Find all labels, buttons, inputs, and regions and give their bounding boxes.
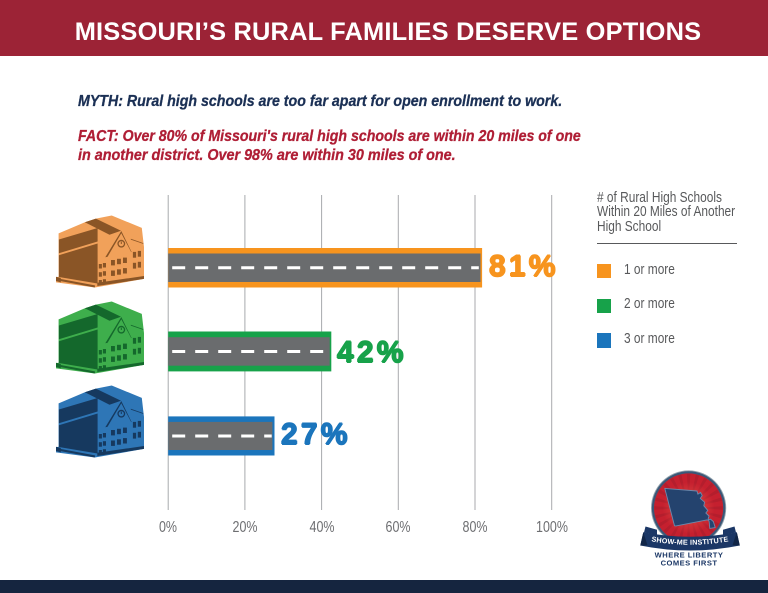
svg-text:WHERE LIBERTY: WHERE LIBERTY	[655, 551, 724, 560]
svg-text:SHOW-ME INSTITUTE: SHOW-ME INSTITUTE	[651, 534, 729, 546]
svg-text:COMES FIRST: COMES FIRST	[661, 558, 718, 567]
